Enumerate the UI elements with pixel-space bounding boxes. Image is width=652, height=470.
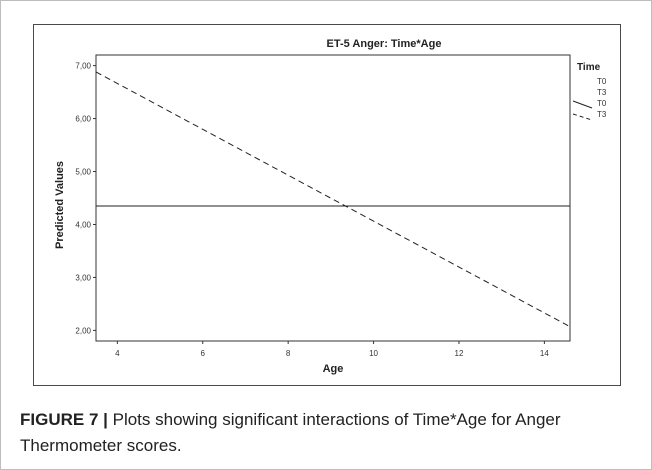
caption-label: FIGURE 7 | [20,410,108,429]
caption-text: Plots showing significant interactions o… [20,410,561,455]
legend-title: Time [577,62,601,73]
x-tick-label-1: 6 [201,349,206,358]
x-tick-label-2: 8 [286,349,291,358]
y-axis-label: Predicted Values [54,161,66,249]
legend-entry-2: T0 [597,99,607,108]
legend-entry-3: T3 [597,110,607,119]
y-tick-label-3: 5,00 [75,168,91,177]
legend-swatch-dashed [572,113,593,121]
figure-caption: FIGURE 7 | Plots showing significant int… [20,407,632,459]
x-tick-label-3: 10 [369,349,378,358]
line-chart: ET-5 Anger: Time*Age Predicted Values Ag… [54,38,607,375]
chart-panel [33,24,621,386]
y-tick-label-4: 6,00 [75,115,91,124]
plot-area [95,54,571,342]
y-tick-label-1: 3,00 [75,273,91,282]
x-tick-label-5: 14 [540,349,549,358]
y-tick-label-2: 4,00 [75,220,91,229]
series-line-t3-dashed [95,71,571,328]
legend-entry-1: T3 [597,88,607,97]
legend-entry-0: T0 [597,77,607,86]
x-tick-label-4: 12 [455,349,464,358]
x-axis-label: Age [323,363,344,375]
x-tick-label-0: 4 [115,349,120,358]
y-tick-label-5: 7,00 [75,62,91,71]
y-tick-label-0: 2,00 [75,326,91,335]
legend-swatch-solid [572,100,593,109]
chart-title: ET-5 Anger: Time*Age [327,38,442,50]
